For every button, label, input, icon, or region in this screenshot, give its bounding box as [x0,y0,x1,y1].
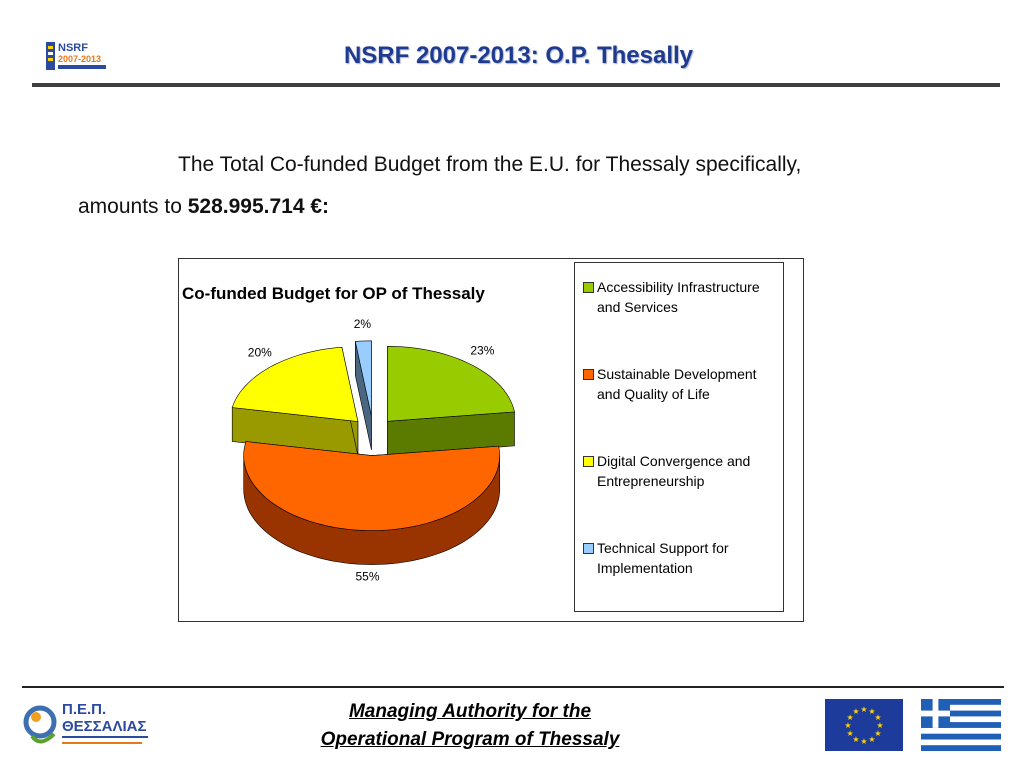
legend-swatch-digital [583,456,594,467]
top-divider [32,83,1000,87]
pie-slice-sustainable [243,441,501,565]
eu-star: ★ [847,729,854,738]
pie-slice-accessibility [387,345,515,456]
greek-flag-icon [921,699,1001,751]
legend-item-digital: Digital Convergence and Entrepreneurship [583,451,783,491]
eu-star: ★ [860,737,867,746]
eu-star: ★ [874,729,881,738]
legend-item-sustainable: Sustainable Development and Quality of L… [583,364,783,404]
eu-star: ★ [868,735,875,744]
pie-slice-top [243,441,501,531]
eu-star: ★ [868,707,875,716]
pep-thessaly-logo-icon: Π.Ε.Π. ΘΕΣΣΑΛΙΑΣ [23,701,148,744]
data-label-technical: 2% [354,317,372,331]
eu-star: ★ [874,713,881,722]
data-label-digital: 20% [248,345,272,359]
eu-flag-icon: ★★★★★★★★★ ★ ★★ [825,699,903,751]
intro-line1: The Total Co-funded Budget from the E.U.… [178,153,802,176]
footer-line2: Operational Program of Thessaly [320,729,620,750]
legend-swatch-technical [583,543,594,554]
pie-slice-digital [231,346,359,456]
eu-star: ★ [860,705,867,714]
eu-star: ★ [852,735,859,744]
legend-label-technical: Technical Support for Implementation [597,540,729,576]
eu-star: ★ [852,707,859,716]
legend-swatch-sustainable [583,369,594,380]
pie-chart: 23% 55% 20% 2% [231,317,515,583]
legend-swatch-accessibility [583,282,594,293]
chart-title: Co-funded Budget for OP of Thessaly [182,284,485,303]
pie-slice-technical [354,340,372,450]
legend-label-accessibility: Accessibility Infrastructure and Service… [597,279,760,315]
pie-slice-top [387,345,515,422]
slide-title: NSRF 2007-2013: O.P. Thesally [343,42,694,69]
pep-logo-line2: ΘΕΣΣΑΛΙΑΣ [62,718,147,735]
legend-label-digital: Digital Convergence and Entrepreneurship [597,453,751,489]
nsrf-logo-line1: NSRF [58,42,88,54]
chart-legend: Accessibility Infrastructure and Service… [574,262,784,612]
pie-slice-top [354,340,372,416]
intro-prefix: amounts to [78,195,188,218]
data-label-accessibility: 23% [470,343,494,357]
pie-slice-top [231,346,359,422]
legend-item-technical: Technical Support for Implementation [583,538,783,578]
legend-item-accessibility: Accessibility Infrastructure and Service… [583,277,783,317]
eu-star: ★ [847,713,854,722]
footer-line1: Managing Authority for the [348,701,592,722]
bottom-divider [22,686,1004,688]
eu-star: ★ [844,721,851,730]
pep-logo-line1: Π.Ε.Π. [62,701,106,718]
nsrf-logo-line2: 2007-2013 [58,54,101,64]
budget-amount: 528.995.714 €: [187,195,330,218]
chart-frame: 23% 55% 20% 2% Co-funded Budget for OP of T… [178,258,804,622]
legend-label-sustainable: Sustainable Development and Quality of L… [597,366,757,402]
data-label-sustainable: 55% [355,569,379,583]
eu-star: ★ [876,721,883,730]
footer-caption: Managing Authority for the Operational P… [200,698,740,754]
intro-paragraph: The Total Co-funded Budget from the E.U.… [78,144,958,228]
nsrf-logo-icon: NSRF 2007-2013 [46,42,106,70]
